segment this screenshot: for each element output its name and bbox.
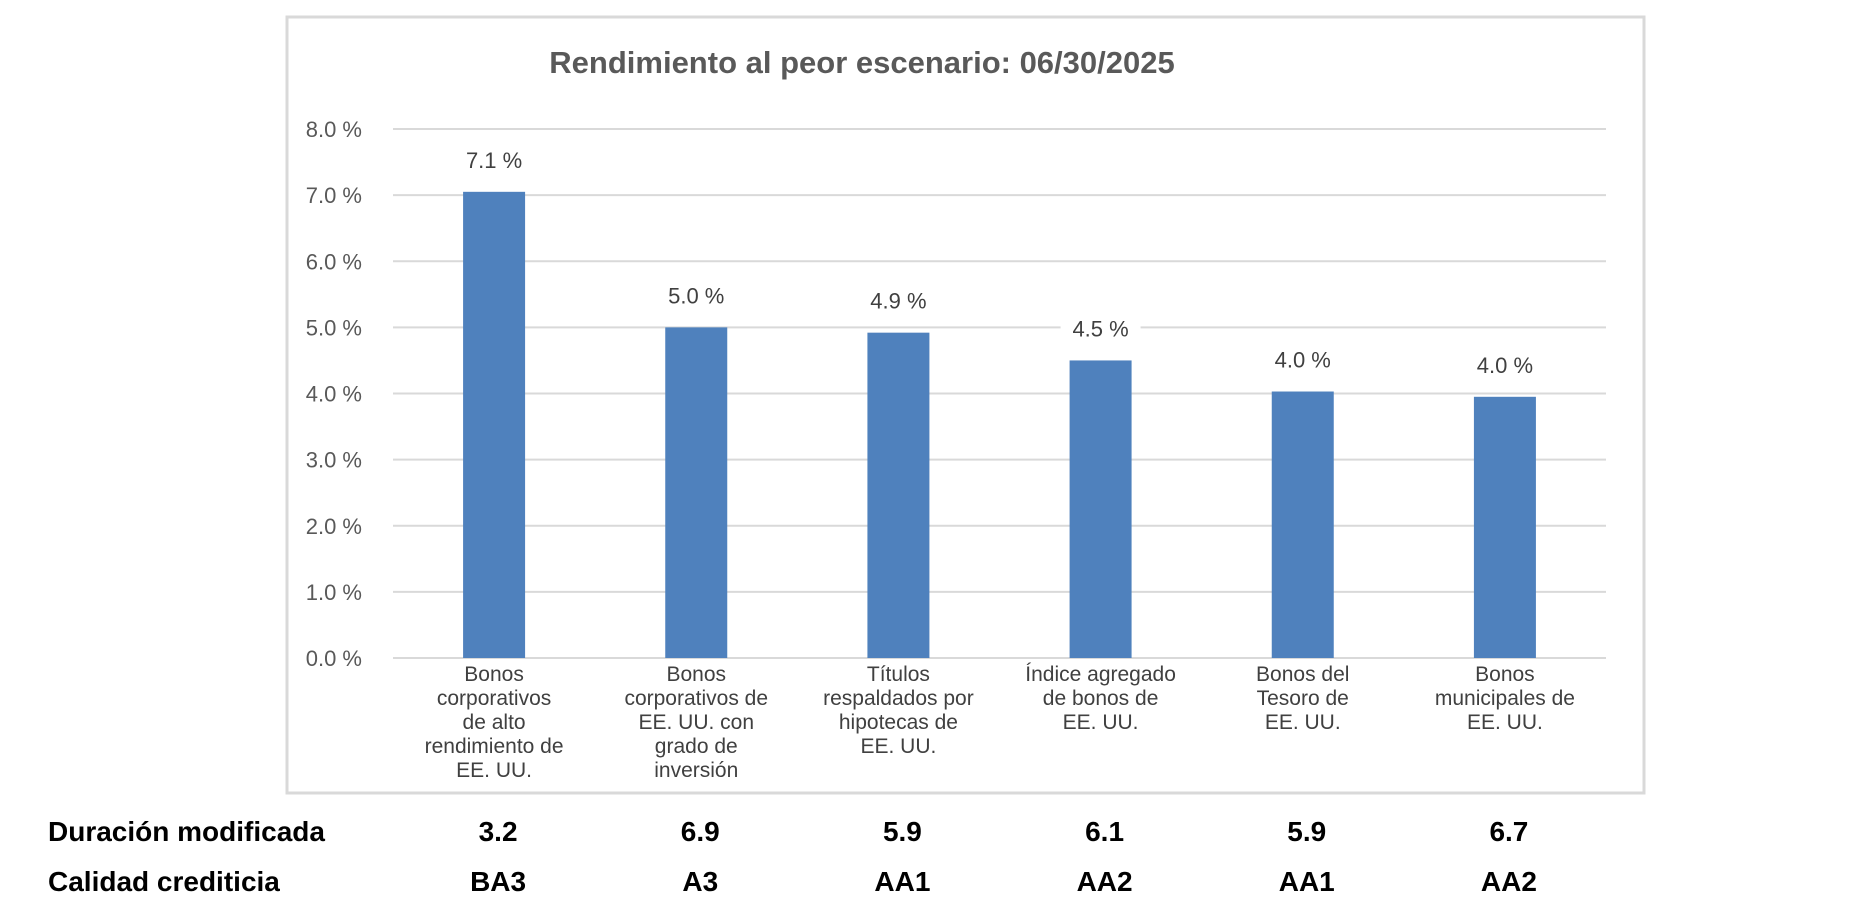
table-cell: BA3 (470, 866, 526, 897)
metrics-table: Duración modificada 3.2 6.9 5.9 6.1 5.9 6.7 Cal… (48, 816, 1537, 897)
table-row-header: Calidad crediticia (48, 866, 280, 897)
data-label-background (1464, 350, 1545, 379)
category-label: municipales de (1435, 687, 1575, 710)
chart-title: Rendimiento al peor escenario: 06/30/202… (549, 45, 1174, 80)
category-label: Tesoro de (1257, 687, 1349, 710)
category-label: de alto (463, 711, 526, 734)
data-label-background (656, 281, 737, 310)
table-cell: 5.9 (1287, 816, 1326, 847)
bar (463, 191, 526, 658)
y-axis-ticks: 0.0 % 1.0 % 2.0 % 3.0 % 4.0 % 5.0 % 6.0 % 7.0 %… (306, 117, 362, 671)
y-tick-label: 4.0 % (306, 382, 362, 407)
category-label: EE. UU. (456, 759, 532, 782)
bars (463, 191, 1536, 658)
data-label-background (1060, 314, 1141, 343)
category-label: Títulos (867, 663, 930, 686)
category-label: grado de (655, 735, 738, 758)
category-label: EE. UU. con (638, 711, 754, 734)
category-label: hipotecas de (839, 711, 958, 734)
data-label: 4.0 % (1477, 353, 1533, 378)
bar (1473, 396, 1536, 658)
table-cell: AA2 (1481, 866, 1537, 897)
category-label: rendimiento de (425, 735, 564, 758)
data-label: 4.0 % (1275, 348, 1331, 373)
data-label: 4.9 % (870, 289, 926, 314)
category-label: de bonos de (1043, 687, 1159, 710)
y-tick-label: 8.0 % (306, 117, 362, 142)
category-label: corporativos (437, 687, 551, 710)
bar (1271, 391, 1334, 658)
category-label: inversión (654, 759, 738, 782)
bar (1069, 360, 1132, 658)
table-cell: AA1 (874, 866, 930, 897)
table-cell: 6.1 (1085, 816, 1124, 847)
table-cell: 6.9 (681, 816, 720, 847)
y-tick-label: 3.0 % (306, 448, 362, 473)
table-cell: 5.9 (883, 816, 922, 847)
category-label: corporativos de (624, 687, 768, 710)
data-label-background (858, 286, 939, 315)
category-label: EE. UU. (1265, 711, 1341, 734)
bar (867, 332, 930, 658)
y-tick-label: 7.0 % (306, 183, 362, 208)
category-label: respaldados por (823, 687, 974, 710)
y-tick-label: 5.0 % (306, 315, 362, 340)
category-label: EE. UU. (860, 735, 936, 758)
data-label: 4.5 % (1072, 316, 1128, 341)
table-cell: AA2 (1077, 866, 1133, 897)
y-tick-label: 2.0 % (306, 514, 362, 539)
category-label: Bonos del (1256, 663, 1349, 686)
category-label: Bonos (1475, 663, 1535, 686)
category-label: EE. UU. (1467, 711, 1543, 734)
data-label-background (454, 145, 535, 174)
table-row-header: Duración modificada (48, 816, 325, 847)
table-cell: 6.7 (1489, 816, 1528, 847)
category-label: Bonos (464, 663, 524, 686)
category-label: Índice agregado (1025, 663, 1176, 686)
data-label-background (1262, 345, 1343, 374)
y-tick-label: 1.0 % (306, 580, 362, 605)
table-cell: 3.2 (479, 816, 518, 847)
gridlines (393, 128, 1606, 659)
data-labels: 7.1 % 5.0 % 4.9 % 4.5 % 4.0 % 4.0 % (454, 145, 1545, 379)
bar (665, 327, 728, 658)
category-label: Bonos (666, 663, 726, 686)
data-label: 7.1 % (466, 148, 522, 173)
table-cell: A3 (682, 866, 718, 897)
category-label: EE. UU. (1063, 711, 1139, 734)
y-tick-label: 0.0 % (306, 646, 362, 671)
table-cell: AA1 (1279, 866, 1335, 897)
y-tick-label: 6.0 % (306, 249, 362, 274)
data-label: 5.0 % (668, 283, 724, 308)
